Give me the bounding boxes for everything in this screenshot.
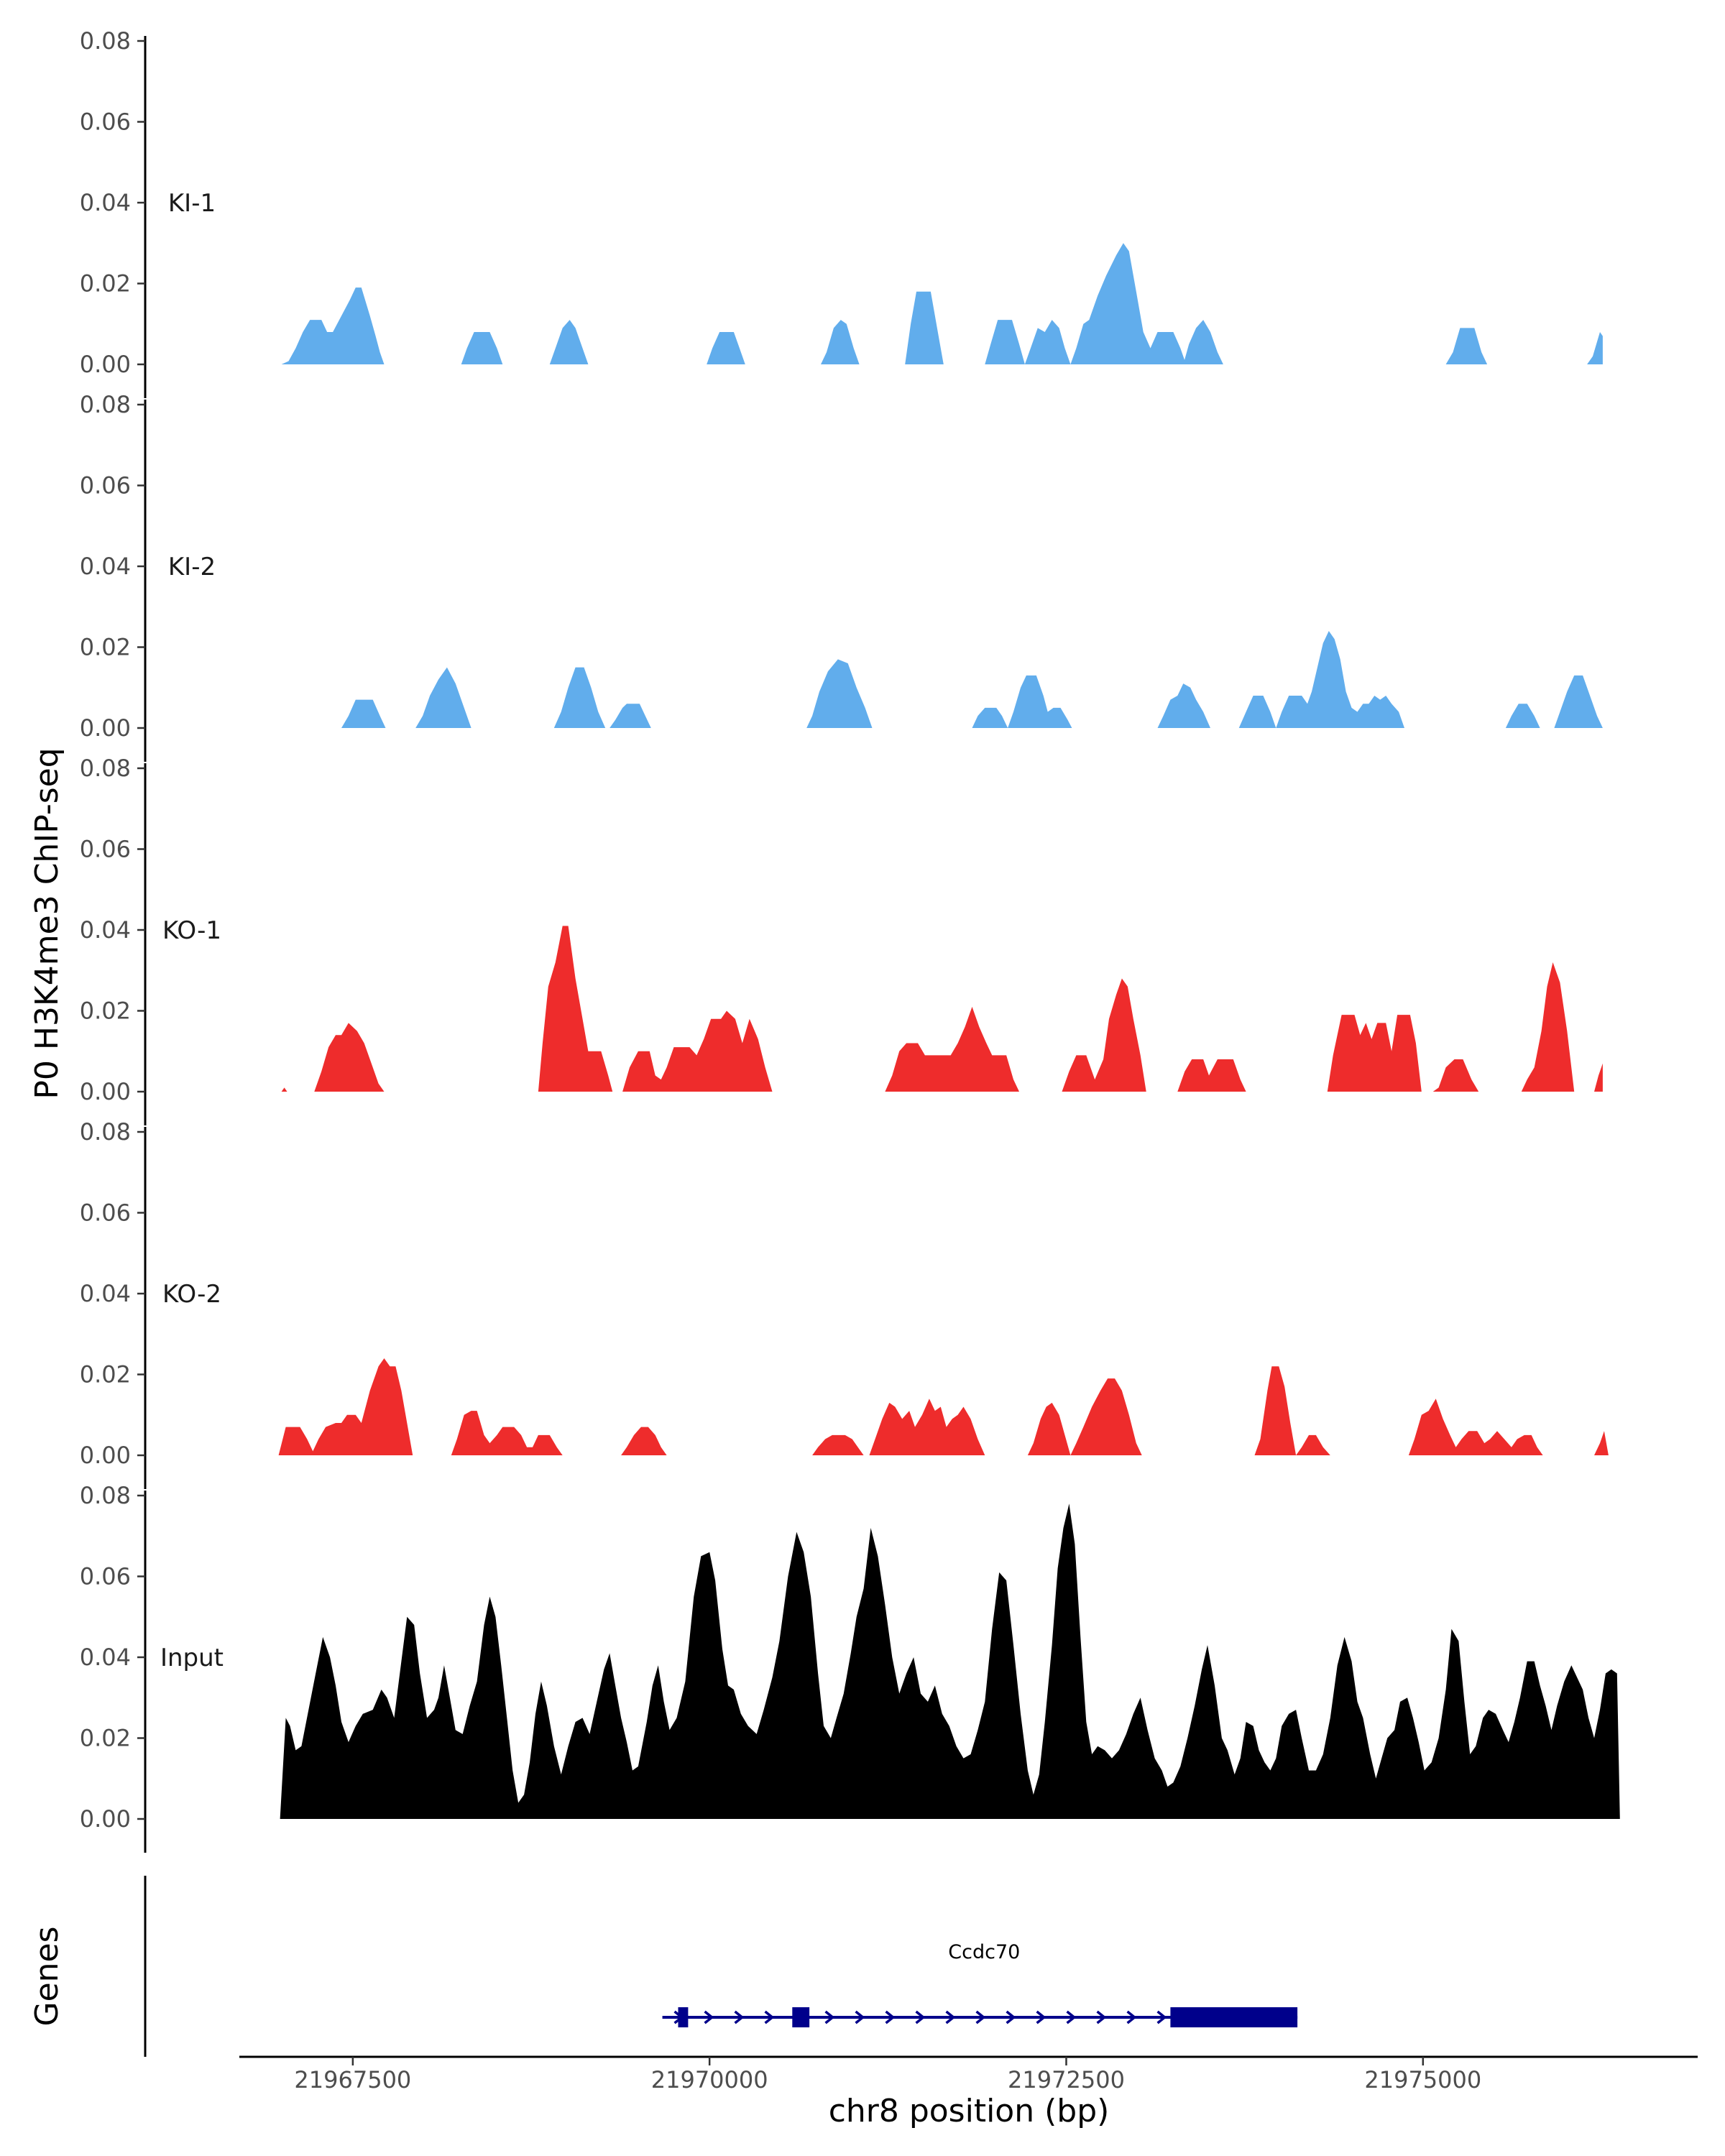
strand-arrow-icon bbox=[1066, 2010, 1077, 2024]
track-ko-2: 0.00 0.02 0.04 0.06 0.08 KO-2 bbox=[80, 1118, 1609, 1489]
y-axis-title: P0 H3K4me3 ChIP-seq bbox=[29, 747, 65, 1099]
gene-exon bbox=[792, 2007, 810, 2027]
strand-arrow-icon bbox=[855, 2010, 865, 2024]
y-tick-label-ko-1: 0.02 bbox=[80, 998, 131, 1025]
y-tick-label-ko-1: 0.08 bbox=[80, 755, 131, 782]
y-tick-label-ki-1: 0.08 bbox=[80, 27, 131, 55]
y-tick-label-ki-1: 0.04 bbox=[80, 189, 131, 216]
y-tick-label-input: 0.00 bbox=[80, 1805, 131, 1833]
track-label-ki-1: KI-1 bbox=[168, 189, 216, 218]
track-label-input: Input bbox=[160, 1644, 224, 1672]
gene-panel: Ccdc70 bbox=[144, 1876, 1298, 2057]
strand-arrow-icon bbox=[1006, 2010, 1016, 2024]
track-label-ko-2: KO-2 bbox=[162, 1280, 221, 1309]
gene-exon bbox=[678, 2007, 689, 2027]
y-tick-label-ki-2: 0.04 bbox=[80, 553, 131, 580]
track-ki-1: 0.00 0.02 0.04 0.06 0.08 KI-1 bbox=[80, 27, 1603, 398]
signal-area-ki-1 bbox=[281, 243, 1603, 364]
gene-exon bbox=[1170, 2007, 1298, 2027]
strand-arrow-icon bbox=[764, 2010, 775, 2024]
x-tick-label: 21967500 bbox=[294, 2066, 411, 2093]
strand-arrow-icon bbox=[1126, 2010, 1137, 2024]
y-tick-label-ko-1: 0.00 bbox=[80, 1078, 131, 1105]
x-axis-title: chr8 position (bp) bbox=[829, 2093, 1110, 2129]
y-tick-label-ki-2: 0.08 bbox=[80, 391, 131, 418]
signal-area-ko-2 bbox=[278, 1358, 1609, 1455]
track-label-ki-2: KI-2 bbox=[168, 553, 216, 581]
y-tick-label-ki-2: 0.06 bbox=[80, 472, 131, 499]
y-tick-label-ki-1: 0.06 bbox=[80, 109, 131, 136]
y-tick-label-ko-2: 0.08 bbox=[80, 1118, 131, 1146]
y-tick-label-ki-1: 0.02 bbox=[80, 270, 131, 298]
signal-area-input bbox=[280, 1503, 1620, 1819]
track-input: 0.00 0.02 0.04 0.06 0.08 Input bbox=[80, 1482, 1620, 1853]
y-tick-label-ki-2: 0.00 bbox=[80, 714, 131, 742]
track-ko-1: 0.00 0.02 0.04 0.06 0.08 KO-1 bbox=[80, 755, 1603, 1125]
gene-name-label: Ccdc70 bbox=[948, 1941, 1020, 1963]
y-tick-label-ko-1: 0.04 bbox=[80, 916, 131, 944]
strand-arrow-icon bbox=[1096, 2010, 1107, 2024]
strand-arrow-icon bbox=[975, 2010, 986, 2024]
y-tick-label-ko-2: 0.00 bbox=[80, 1442, 131, 1469]
y-tick-label-ko-2: 0.02 bbox=[80, 1361, 131, 1388]
tracks-layer: 0.00 0.02 0.04 0.06 0.08 KI-1 0.00 0.02 0.04 0.06… bbox=[80, 27, 1620, 1853]
strand-arrow-icon bbox=[915, 2010, 926, 2024]
y-tick-label-input: 0.06 bbox=[80, 1563, 131, 1590]
track-label-ko-1: KO-1 bbox=[162, 916, 221, 945]
x-axis: 21967500 21970000 21972500 21975000 bbox=[239, 2055, 1698, 2093]
y-tick-label-ki-1: 0.00 bbox=[80, 351, 131, 378]
y-tick-label-ko-1: 0.06 bbox=[80, 836, 131, 863]
x-tick-label: 21975000 bbox=[1364, 2066, 1481, 2093]
strand-arrow-icon bbox=[885, 2010, 896, 2024]
y-tick-label-ko-2: 0.04 bbox=[80, 1280, 131, 1307]
x-tick-label: 21972500 bbox=[1008, 2066, 1125, 2093]
strand-arrow-icon bbox=[945, 2010, 956, 2024]
y-tick-label-ki-2: 0.02 bbox=[80, 634, 131, 661]
strand-arrow-icon bbox=[1036, 2010, 1046, 2024]
y-tick-label-input: 0.08 bbox=[80, 1482, 131, 1509]
y-tick-label-input: 0.04 bbox=[80, 1644, 131, 1671]
strand-arrow-icon bbox=[704, 2010, 714, 2024]
signal-area-ko-1 bbox=[281, 926, 1603, 1092]
y-tick-label-input: 0.02 bbox=[80, 1725, 131, 1752]
x-tick-label: 21970000 bbox=[651, 2066, 768, 2093]
strand-arrow-icon bbox=[734, 2010, 745, 2024]
y-tick-label-ko-2: 0.06 bbox=[80, 1199, 131, 1227]
signal-area-ki-2 bbox=[341, 631, 1603, 728]
strand-arrow-icon bbox=[824, 2010, 835, 2024]
track-ki-2: 0.00 0.02 0.04 0.06 0.08 KI-2 bbox=[80, 391, 1603, 762]
gene-panel-ylabel: Genes bbox=[29, 1926, 65, 2026]
strand-arrow-icon bbox=[1156, 2010, 1167, 2024]
